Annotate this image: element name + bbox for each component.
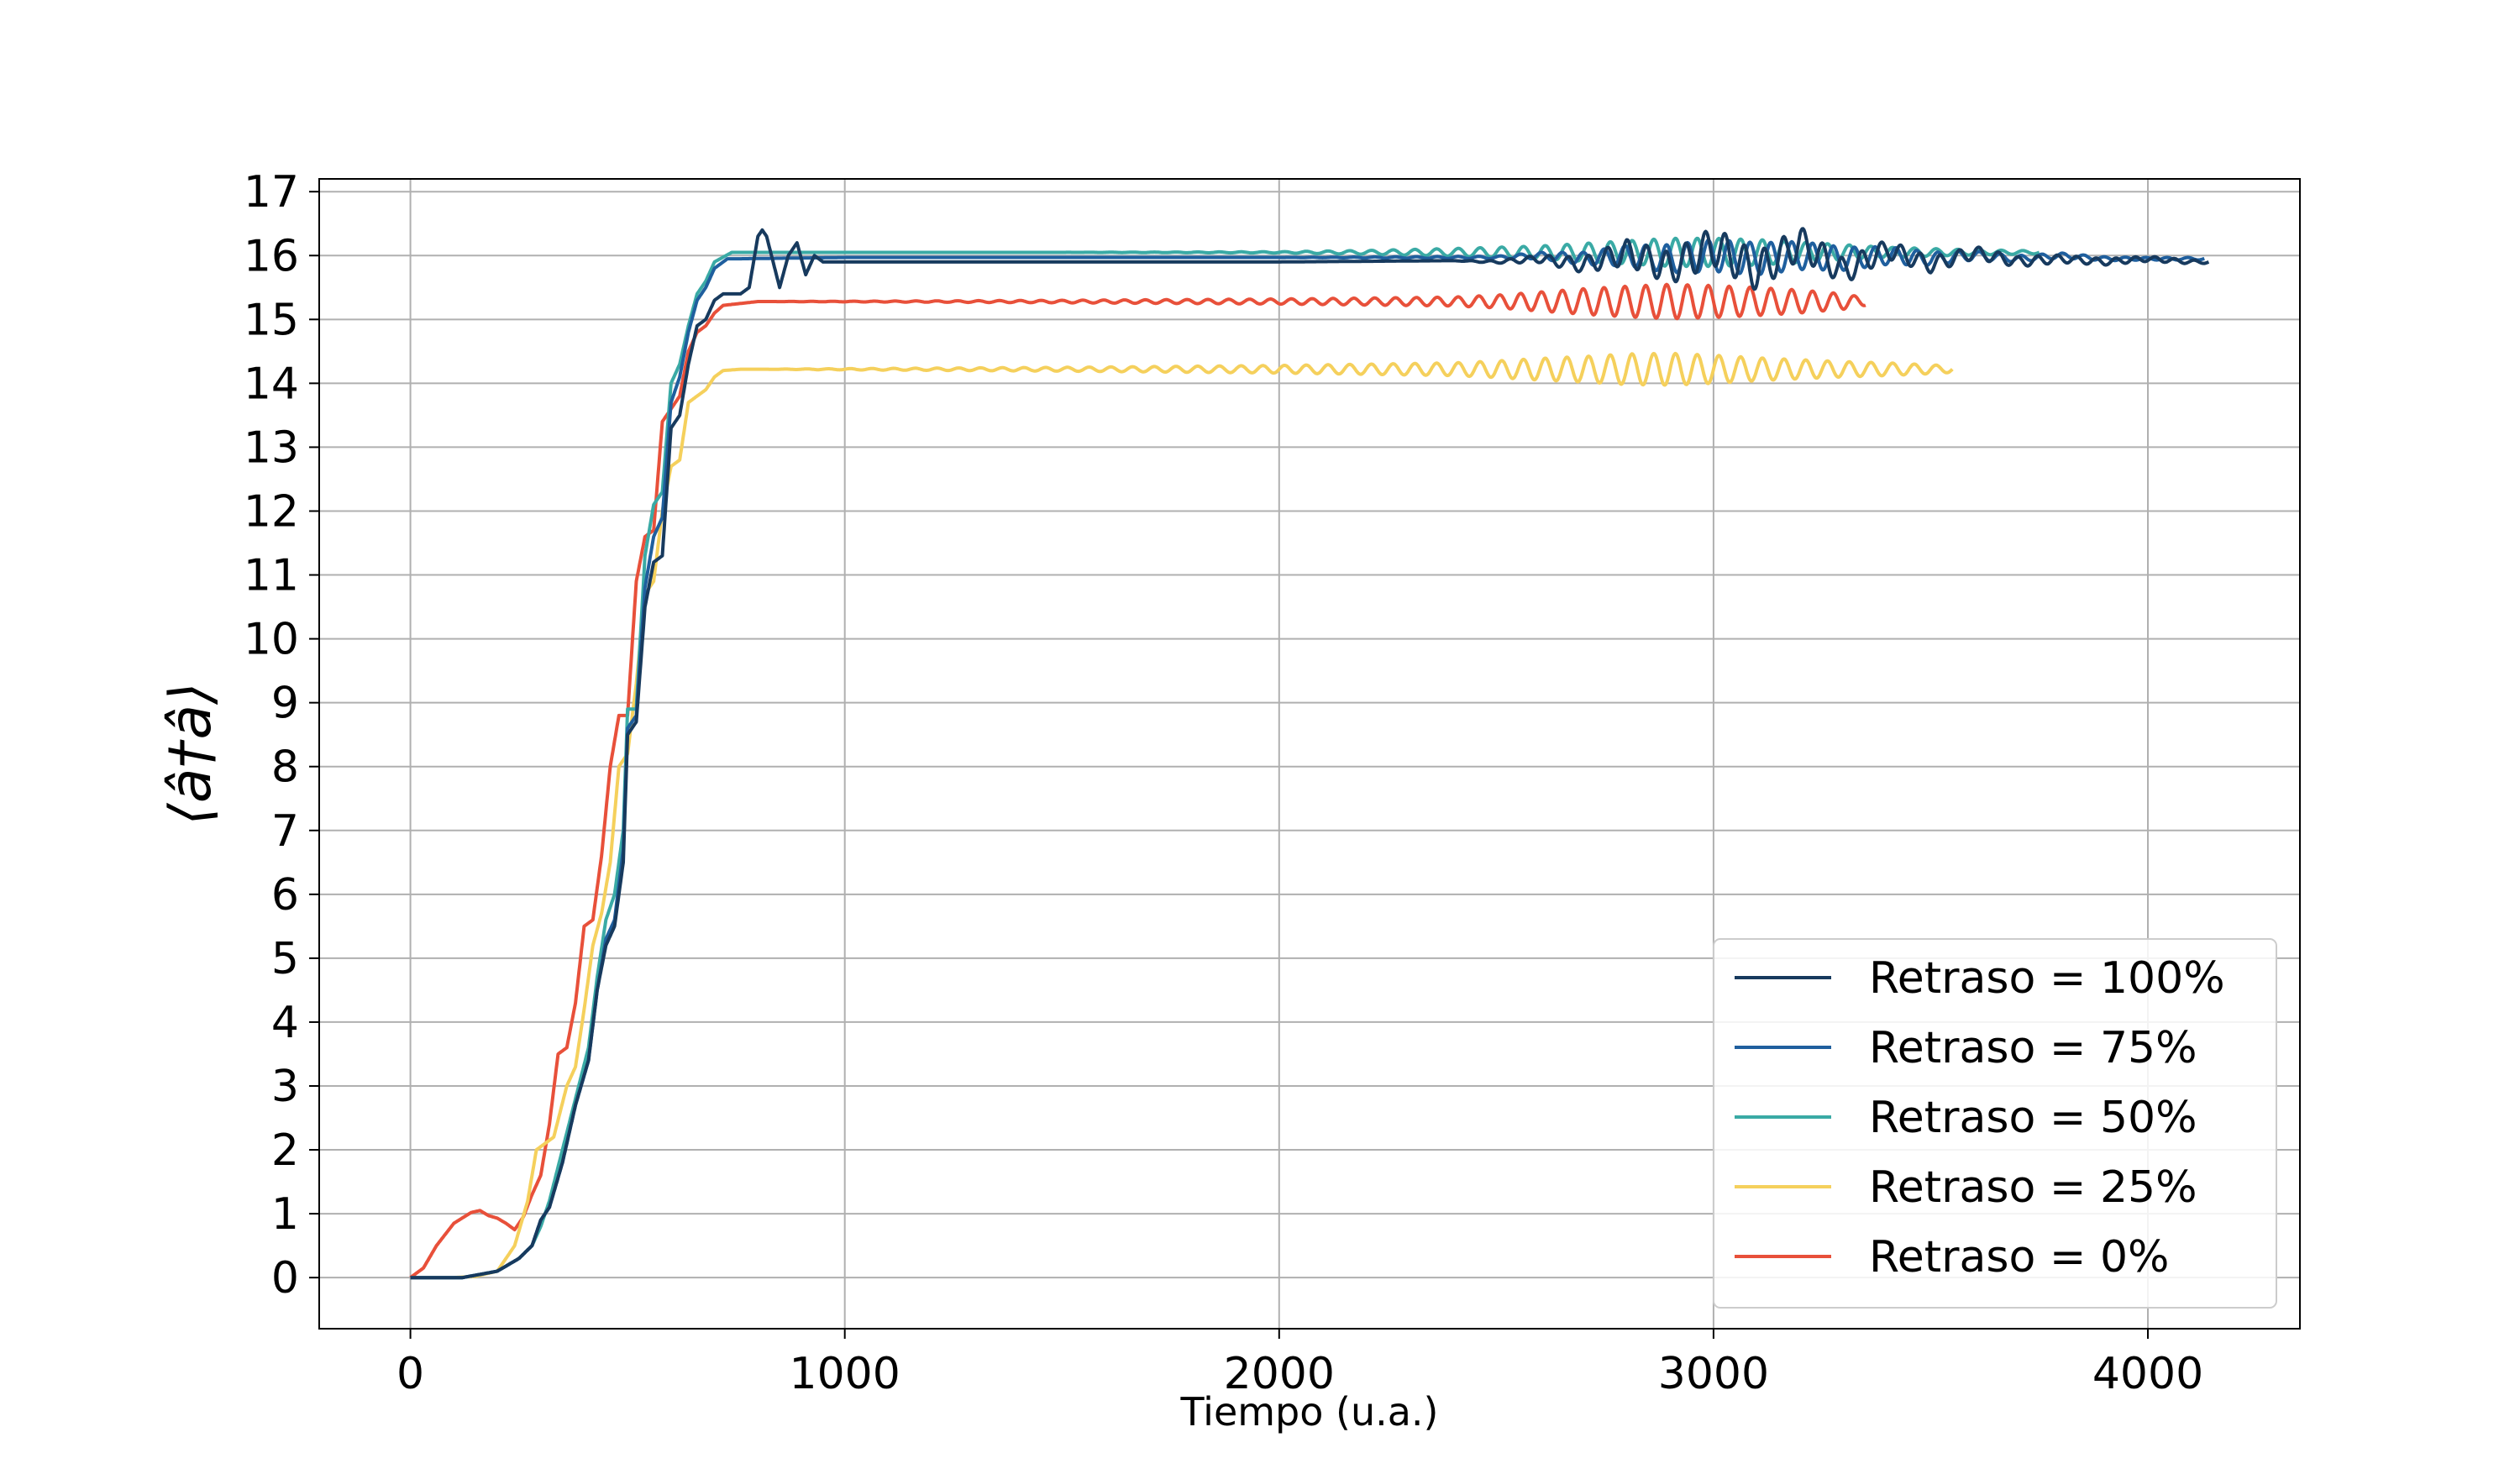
y-tick-label: 5 (271, 934, 299, 984)
series-lines (409, 227, 2210, 1280)
x-tick-label: 2000 (1224, 1349, 1335, 1399)
y-tick-label: 10 (244, 615, 299, 665)
y-tick-label: 15 (244, 295, 299, 345)
series-line (409, 227, 2210, 1280)
y-tick-label: 12 (244, 486, 299, 537)
x-tick-label: 3000 (1658, 1349, 1769, 1399)
x-tick-label: 1000 (790, 1349, 900, 1399)
axis-ticks: 0 1000 2000 3000 400001234567891011121314151… (244, 167, 2203, 1399)
y-tick-label: 16 (244, 231, 299, 281)
legend-label: Retraso = 100% (1869, 953, 2225, 1004)
y-tick-label: 17 (244, 167, 299, 218)
legend: Retraso = 100% Retraso = 75% Retraso = 50%… (1713, 938, 2277, 1309)
x-axis-title: Tiempo (u.a.) (1179, 1389, 1438, 1435)
legend-box (1713, 938, 2277, 1309)
y-tick-label: 0 (271, 1253, 299, 1304)
legend-label: Retraso = 25% (1869, 1162, 2197, 1213)
legend-label: Retraso = 75% (1869, 1023, 2197, 1073)
y-tick-label: 14 (244, 359, 299, 409)
y-tick-label: 9 (271, 679, 299, 729)
y-tick-label: 2 (271, 1125, 299, 1176)
series-line (409, 239, 2206, 1280)
y-axis-title: ⟨â†â⟩ (158, 682, 224, 825)
x-tick-label: 0 (396, 1349, 424, 1399)
y-tick-label: 13 (244, 422, 299, 473)
y-tick-label: 8 (271, 742, 299, 793)
y-tick-label: 1 (271, 1189, 299, 1240)
y-tick-label: 6 (271, 870, 299, 921)
y-tick-label: 11 (244, 551, 299, 601)
series-line (409, 282, 1866, 1279)
legend-label: Retraso = 50% (1869, 1093, 2197, 1143)
plot-area-frame (318, 178, 2301, 1330)
y-tick-label: 7 (271, 806, 299, 857)
legend-label: Retraso = 0% (1869, 1232, 2169, 1283)
y-tick-label: 3 (271, 1062, 299, 1112)
x-tick-label: 4000 (2092, 1349, 2203, 1399)
y-tick-label: 4 (271, 998, 299, 1048)
